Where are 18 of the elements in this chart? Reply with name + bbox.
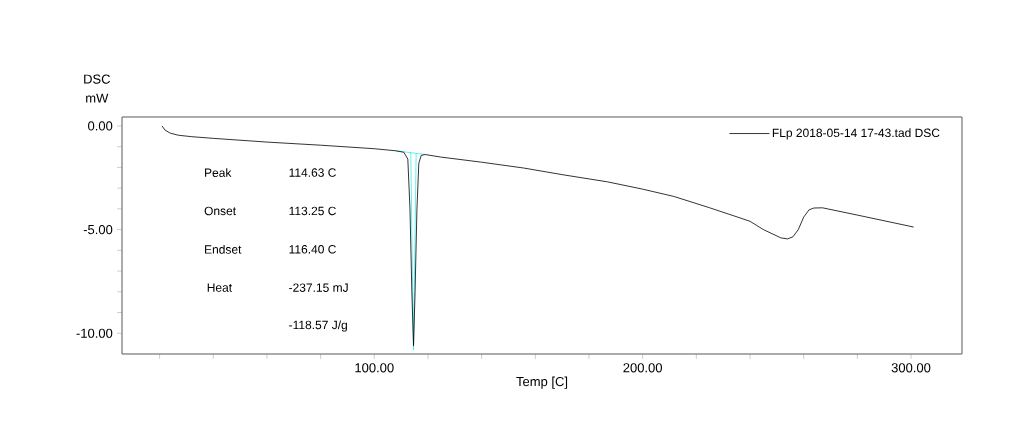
annotation: Endset [205, 244, 242, 254]
annotation: 114.63 C [289, 168, 336, 177]
y-tick-label: 0.00 [88, 121, 113, 131]
x-tick-label: 300.00 [891, 363, 931, 373]
annotation: 113.25 C [289, 206, 336, 216]
annotation: -118.57 J/g [289, 320, 347, 332]
annotation: -237.15 mJ [289, 283, 348, 292]
annotation: Peak [205, 168, 232, 177]
y-tick-label: -10.00 [76, 328, 113, 338]
annotation: Onset [204, 206, 236, 216]
x-tick-label: 200.00 [623, 363, 663, 373]
x-tick-label: 100.00 [355, 363, 394, 373]
annotation: Heat [207, 283, 232, 292]
legend-label: FLp 2018-05-14 17-43.tad DSC [772, 128, 940, 140]
y-tick-label: -5.00 [83, 224, 113, 235]
x-axis-title: Temp [C] [516, 376, 568, 389]
y-axis-title: DSC mW [84, 74, 111, 103]
annotation: 116.40 C [289, 245, 336, 254]
